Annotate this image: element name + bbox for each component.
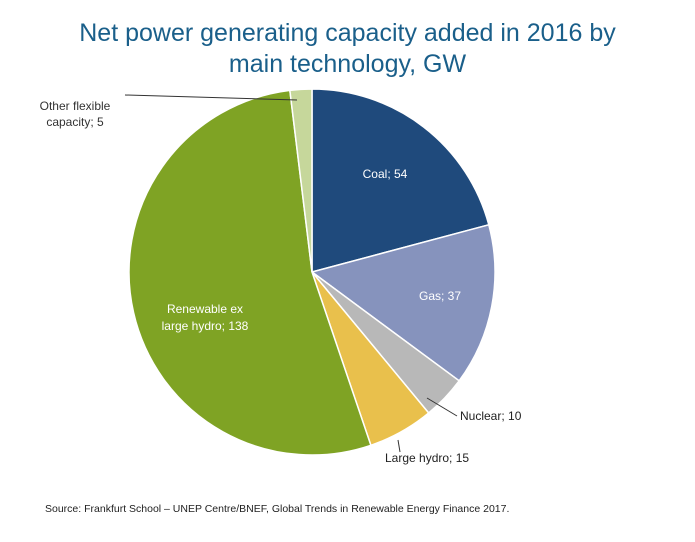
slice-renewable-ex-large-hydro [128,89,372,456]
label-other-line-1: Other flexible [40,99,111,113]
label-gas: Gas; 37 [419,289,461,303]
label-renewable-line-2: large hydro; 138 [162,319,249,333]
leader-other [124,94,298,101]
label-other-line-2: capacity; 5 [46,115,104,129]
source-note: Source: Frankfurt School – UNEP Centre/B… [45,503,510,515]
title-line-1: Net power generating capacity added in 2… [79,19,616,47]
label-large-hydro: Large hydro; 15 [385,451,469,465]
slice-coal [311,88,490,273]
title-line-2: main technology, GW [228,50,467,78]
slice-other-flexible-capacity [289,88,313,273]
label-nuclear: Nuclear; 10 [460,409,522,423]
chart-title: Net power generating capacity added in 2… [0,18,695,80]
leader-large-hydro [397,439,401,453]
leader-nuclear [426,397,458,417]
label-coal: Coal; 54 [363,167,408,181]
slice-gas [310,223,496,382]
label-renewable-line-1: Renewable ex [167,302,243,316]
